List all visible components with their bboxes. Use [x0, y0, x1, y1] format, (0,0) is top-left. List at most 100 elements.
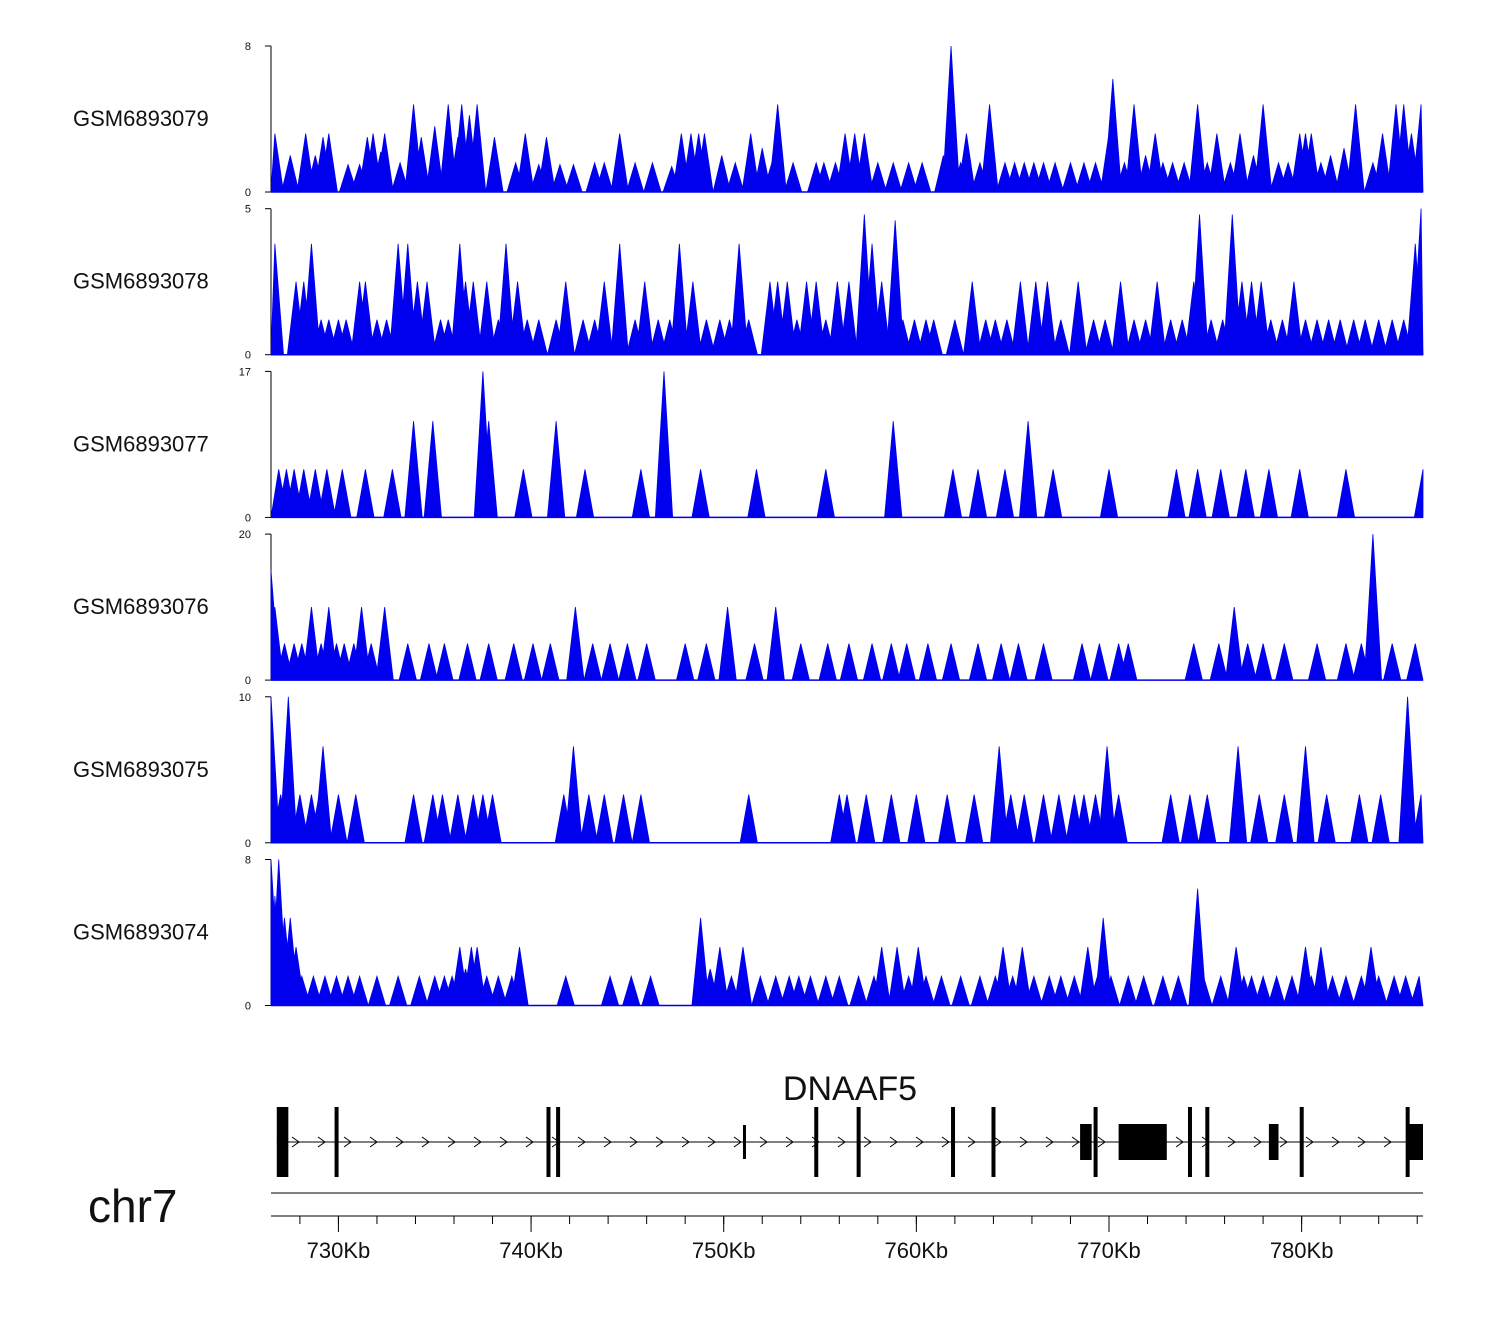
coverage-peak — [747, 469, 766, 518]
coverage-peak — [643, 161, 662, 193]
coverage-peak — [304, 974, 323, 1006]
coverage-peak — [718, 607, 737, 681]
coverage-peak — [739, 319, 758, 356]
coverage-peak — [1103, 78, 1122, 193]
strand-arrow — [707, 1136, 716, 1148]
coverage-peak — [884, 421, 903, 518]
coverage-peak — [550, 163, 570, 193]
coverage-peak — [1323, 974, 1342, 1006]
coverage-peak — [691, 917, 710, 1006]
coverage-peak — [477, 974, 496, 1006]
coverage-peak — [631, 794, 651, 844]
strand-arrow — [499, 1136, 508, 1148]
coverage-peak — [1148, 281, 1167, 356]
coverage-peak — [1290, 469, 1309, 518]
coverage-peak — [783, 161, 803, 193]
coverage-peak — [1211, 469, 1230, 518]
coverage-peak — [352, 607, 371, 681]
coverage-peak — [1134, 974, 1153, 1006]
strand-arrow — [733, 1136, 742, 1148]
coverage-peak — [968, 643, 988, 681]
coverage-peak — [654, 371, 674, 518]
coverage-peak — [1336, 974, 1356, 1006]
coverage-peak — [375, 133, 394, 193]
coverage-peak — [410, 974, 429, 1006]
coverage-peak — [789, 974, 809, 1006]
coverage-peak — [1250, 794, 1269, 844]
exon — [1080, 1124, 1092, 1160]
coverage-peak — [631, 469, 651, 518]
coverage-peak — [745, 643, 764, 681]
coverage-peak — [618, 643, 637, 681]
coverage-peak — [1034, 161, 1053, 193]
coverage-peak — [733, 947, 753, 1006]
coverage-peak — [1396, 974, 1415, 1006]
coverage-peak — [1119, 643, 1138, 681]
coverage-peak — [333, 469, 352, 518]
coverage-peak — [1211, 974, 1230, 1006]
coverage-peak — [477, 281, 496, 356]
coverage-peak — [1190, 214, 1209, 356]
coverage-peak — [290, 794, 310, 844]
coverage-peak — [670, 243, 689, 356]
strand-arrow — [941, 1136, 950, 1148]
strand-arrow — [447, 1136, 456, 1148]
coverage-peak — [1201, 319, 1221, 356]
coverage-peak — [458, 643, 477, 681]
strand-arrow — [577, 1136, 586, 1148]
coverage-peak — [997, 319, 1017, 356]
coverage-peak — [423, 421, 442, 518]
coverage-peak — [924, 319, 943, 356]
strand-arrow — [473, 1136, 482, 1148]
coverage-peak — [1061, 161, 1080, 193]
coverage-peak — [319, 133, 338, 193]
coverage-peak — [270, 243, 284, 356]
coverage-peak — [367, 974, 387, 1006]
track-label: GSM6893077 — [73, 431, 209, 456]
coverage-peak — [510, 947, 529, 1006]
coverage-peak — [1296, 746, 1315, 844]
coverage-peak — [1078, 947, 1097, 1006]
coverage-peak — [676, 643, 695, 681]
strand-arrow — [1331, 1136, 1340, 1148]
strand-arrow — [603, 1136, 612, 1148]
coverage-peak — [862, 643, 882, 681]
track-label: GSM6893075 — [73, 757, 209, 782]
coverage-peak — [356, 469, 375, 518]
coverage-peak — [1018, 421, 1038, 518]
coverage-peak — [1307, 643, 1327, 681]
strand-arrow — [1383, 1136, 1392, 1148]
coverage-peak — [818, 643, 837, 681]
coverage-peak — [390, 161, 410, 193]
y-tick-label-max: 17 — [239, 366, 251, 378]
y-tick-label-max: 8 — [245, 855, 251, 867]
coverage-peak — [1161, 794, 1180, 844]
coverage-peak — [1161, 319, 1180, 356]
coverage-peak — [1001, 794, 1020, 844]
coverage-peak — [361, 643, 381, 681]
coverage-peak — [857, 794, 876, 844]
strand-arrow — [343, 1136, 352, 1148]
coverage-peak — [1253, 104, 1273, 193]
coverage-peak — [1236, 469, 1255, 518]
coverage-peak — [1350, 794, 1369, 844]
coverage-peak — [1153, 974, 1173, 1006]
strand-arrow — [369, 1136, 378, 1148]
coverage-peak — [315, 974, 335, 1006]
exon — [742, 1125, 746, 1159]
coverage-peak — [329, 794, 348, 844]
coverage-peak — [579, 794, 599, 844]
coverage-peak — [990, 746, 1009, 844]
coverage-peak — [893, 319, 913, 356]
strand-arrow — [317, 1136, 326, 1148]
coverage-peak — [1074, 161, 1094, 193]
coverage-peak — [1194, 974, 1213, 1006]
coverage-peak — [1074, 794, 1094, 844]
coverage-peak — [1065, 974, 1084, 1006]
coverage-peak — [905, 319, 924, 356]
coverage-peak — [791, 643, 810, 681]
coverage-peak — [941, 45, 961, 193]
coverage-peak — [751, 974, 770, 1006]
coverage-peak — [816, 469, 835, 518]
